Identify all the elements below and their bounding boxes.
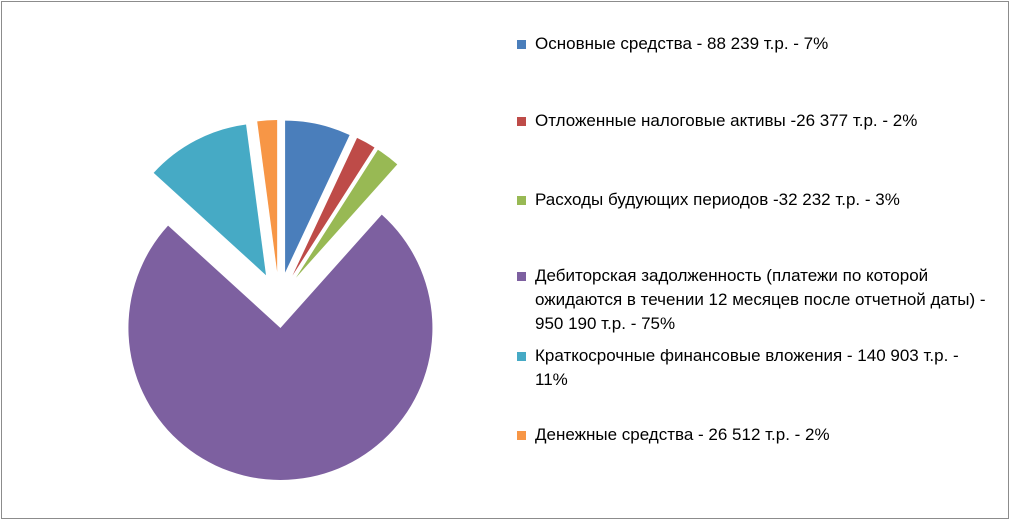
legend-label: Основные средства - 88 239 т.р. - 7% — [535, 34, 829, 53]
legend-item-cash: Денежные средства - 26 512 т.р. - 2% — [517, 423, 987, 447]
legend-label: Отложенные налоговые активы -26 377 т.р.… — [535, 111, 918, 130]
legend-swatch — [517, 117, 526, 126]
slice-short-term-investments — [153, 124, 267, 276]
legend-swatch — [517, 352, 526, 361]
legend-swatch — [517, 196, 526, 205]
legend-label: Расходы будующих периодов -32 232 т.р. -… — [535, 190, 900, 209]
legend-item-fixed-assets: Основные средства - 88 239 т.р. - 7% — [517, 32, 987, 56]
slice-deferred-tax-assets — [292, 137, 375, 276]
legend-label: Дебиторская задолженность (платежи по ко… — [535, 266, 986, 333]
slice-cash — [257, 120, 278, 273]
legend-swatch — [517, 431, 526, 440]
slice-deferred-expenses — [295, 149, 398, 278]
pie-plot — [128, 120, 433, 480]
legend-item-receivables: Дебиторская задолженность (платежи по ко… — [517, 264, 987, 336]
legend-swatch — [517, 272, 526, 281]
legend-item-deferred-expenses: Расходы будующих периодов -32 232 т.р. -… — [517, 188, 987, 212]
slice-receivables — [128, 214, 433, 480]
legend-swatch — [517, 40, 526, 49]
slice-fixed-assets — [285, 120, 350, 273]
legend-item-short-term-investments: Краткосрочные финансовые вложения - 140 … — [517, 344, 987, 392]
legend-item-deferred-tax-assets: Отложенные налоговые активы -26 377 т.р.… — [517, 109, 987, 133]
legend-label: Краткосрочные финансовые вложения - 140 … — [535, 346, 959, 389]
legend-label: Денежные средства - 26 512 т.р. - 2% — [535, 425, 830, 444]
